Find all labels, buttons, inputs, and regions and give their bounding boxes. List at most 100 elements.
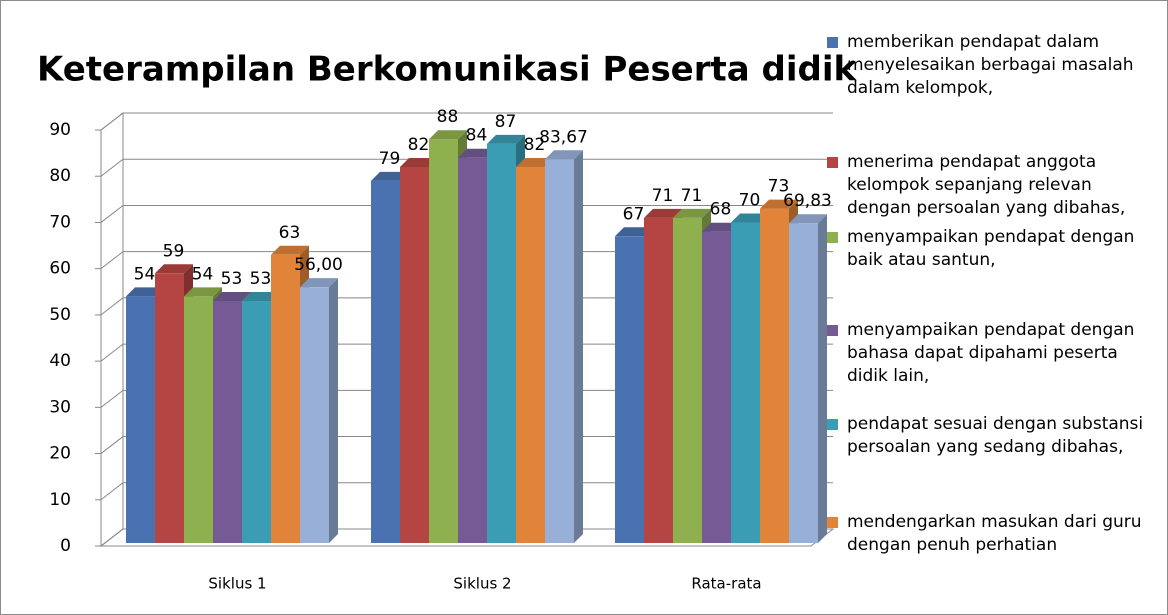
- data-label: 82: [408, 135, 430, 155]
- legend-key: [827, 157, 838, 168]
- legend-item: menyampaikan pendapat dengan baik atau s…: [827, 226, 1147, 272]
- legend-key: [827, 37, 838, 48]
- data-label: 54: [134, 264, 156, 284]
- bar: [184, 296, 213, 543]
- legend-label: menyampaikan pendapat dengan baik atau s…: [847, 227, 1135, 270]
- legend-item: pendapat sesuai dengan substansi persoal…: [827, 413, 1147, 459]
- legend-item: mendengarkan masukan dari guru dengan pe…: [827, 511, 1147, 557]
- data-label: 69,83: [783, 191, 832, 211]
- legend-key: [827, 232, 838, 243]
- bar-side: [329, 278, 338, 543]
- bar-top: [213, 292, 251, 302]
- bar-side: [574, 150, 583, 543]
- bar: [731, 222, 760, 543]
- data-label: 88: [437, 107, 459, 127]
- bar: [213, 301, 242, 543]
- back-wall: [100, 111, 124, 548]
- legend-item: menyampaikan pendapat dengan bahasa dapa…: [827, 319, 1147, 388]
- bar-top: [184, 287, 222, 297]
- bar-top: [644, 208, 682, 218]
- bar-top: [400, 157, 438, 167]
- y-tick-label: 80: [49, 166, 71, 186]
- bar: [126, 296, 155, 543]
- data-label: 79: [379, 149, 401, 169]
- legend-item: memberikan pendapat dalam menyelesaikan …: [827, 31, 1147, 100]
- y-tick-label: 90: [49, 120, 71, 140]
- grid-line: [100, 112, 833, 131]
- x-tick-label: Siklus 2: [453, 575, 511, 593]
- data-label: 56,00: [294, 255, 343, 275]
- bar-top: [516, 157, 554, 167]
- bar: [673, 217, 702, 544]
- data-label: 71: [681, 186, 703, 206]
- bar-top: [615, 227, 653, 237]
- grid-line: [100, 528, 833, 547]
- data-label: 54: [192, 264, 214, 284]
- data-label: 53: [250, 269, 272, 289]
- data-label: 59: [163, 241, 185, 261]
- bar: [400, 166, 429, 543]
- grid-line: [100, 482, 833, 501]
- bar: [615, 236, 644, 544]
- y-tick-label: 10: [49, 490, 71, 510]
- grid-line: [100, 297, 833, 316]
- grid-line: [100, 158, 833, 177]
- legend-label: menerima pendapat anggota kelompok sepan…: [847, 152, 1126, 218]
- bar-top: [673, 208, 711, 218]
- bar: [545, 159, 574, 543]
- grid-line: [100, 389, 833, 408]
- bar: [760, 208, 789, 544]
- data-label: 68: [710, 200, 732, 220]
- bar: [644, 217, 673, 544]
- bar: [371, 180, 400, 543]
- bar-top: [789, 214, 827, 224]
- data-label: 63: [279, 223, 301, 243]
- y-tick-label: 30: [49, 397, 71, 417]
- grid-line: [100, 251, 833, 270]
- data-label: 53: [221, 269, 243, 289]
- legend-key: [827, 325, 838, 336]
- x-tick-label: Siklus 1: [208, 575, 266, 593]
- data-label: 73: [768, 177, 790, 197]
- bar: [300, 287, 329, 543]
- data-label: 84: [466, 126, 488, 146]
- grid-line: [100, 204, 833, 223]
- y-tick-label: 70: [49, 212, 71, 232]
- bar-top: [458, 148, 496, 158]
- bar-top: [429, 130, 467, 140]
- data-label: 70: [739, 190, 761, 210]
- y-tick-label: 60: [49, 259, 71, 279]
- y-tick-label: 0: [60, 536, 71, 556]
- legend-label: mendengarkan masukan dari guru dengan pe…: [847, 512, 1142, 555]
- bar: [487, 143, 516, 543]
- bar-side: [818, 214, 827, 543]
- bar-top: [731, 213, 769, 223]
- x-tick-label: Rata-rata: [691, 575, 761, 593]
- bar-top: [155, 264, 193, 274]
- bar: [155, 273, 184, 543]
- bar-top: [545, 150, 583, 160]
- bar-top: [760, 199, 798, 209]
- legend-item: menerima pendapat anggota kelompok sepan…: [827, 151, 1147, 220]
- bar: [702, 231, 731, 543]
- chart-title: Keterampilan Berkomunikasi Peserta didik: [37, 50, 858, 90]
- legend-key: [827, 517, 838, 528]
- bar: [429, 139, 458, 543]
- bar: [458, 157, 487, 543]
- bar-top: [702, 222, 740, 232]
- bar: [789, 223, 818, 543]
- legend-label: memberikan pendapat dalam menyelesaikan …: [847, 32, 1134, 98]
- legend-label: menyampaikan pendapat dengan bahasa dapa…: [847, 320, 1135, 386]
- bar-top: [371, 171, 409, 181]
- bar-top: [242, 292, 280, 302]
- data-label: 71: [652, 186, 674, 206]
- grid-line: [100, 436, 833, 454]
- legend-key: [827, 419, 838, 430]
- y-tick-label: 20: [49, 444, 71, 464]
- y-tick-label: 50: [49, 305, 71, 325]
- grid-line: [100, 343, 833, 362]
- legend-label: pendapat sesuai dengan substansi persoal…: [847, 414, 1144, 457]
- bar-top: [487, 134, 525, 144]
